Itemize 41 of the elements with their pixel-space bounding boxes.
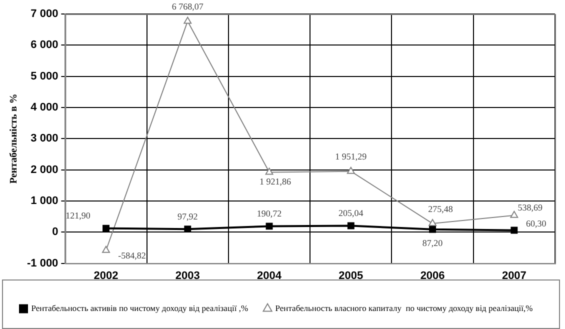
x-tick-label: 2005	[338, 270, 364, 282]
point	[510, 226, 518, 234]
x-tick-label: 2004	[257, 270, 282, 282]
y-tick-label: 7 000	[30, 8, 58, 20]
data-label: 6 768,07	[172, 2, 204, 12]
legend-label: Рентабельность активів по чистому доходу від реалізації ,%	[31, 302, 248, 313]
data-label: 190,72	[256, 208, 282, 219]
y-axis-title: Рентабельність в %	[8, 94, 20, 184]
point	[102, 224, 110, 232]
data-label: 87,20	[422, 238, 444, 248]
point	[184, 16, 192, 24]
point	[265, 168, 274, 175]
data-label: 1 951,29	[335, 152, 368, 162]
y-tick-label: 1 000	[30, 195, 58, 208]
point	[510, 210, 518, 218]
point	[102, 246, 110, 253]
point	[429, 226, 436, 233]
y-tick-label: 2 000	[30, 164, 58, 176]
x-tick-label: 2003	[175, 270, 200, 282]
data-label: 97,92	[178, 211, 198, 222]
data-label: 121,90	[66, 210, 91, 221]
y-tick-label: 5 000	[30, 70, 58, 82]
data-label: -584,82	[118, 250, 146, 261]
y-tick-label: 0	[52, 226, 58, 238]
legend-label: Рентабельность власного капиталу по чистому доходу від реалізації,%	[275, 302, 533, 313]
x-tick-label: 2007	[502, 270, 526, 282]
point	[346, 166, 355, 174]
x-tick-label: 2006	[420, 270, 445, 282]
y-tick-label: 4 000	[30, 102, 58, 114]
y-tick-label: -1 000	[26, 257, 58, 270]
data-label: 205,04	[338, 208, 364, 218]
y-tick-label: 6 000	[30, 39, 58, 52]
point	[266, 222, 273, 230]
data-label: 538,69	[518, 202, 544, 213]
point	[428, 219, 437, 226]
data-label: 275,48	[428, 204, 454, 214]
point	[347, 222, 354, 230]
data-label: 1 921,86	[260, 176, 292, 187]
y-tick-label: 3 000	[30, 132, 58, 145]
data-label: 60,30	[526, 218, 547, 229]
x-tick-label: 2002	[94, 270, 118, 282]
